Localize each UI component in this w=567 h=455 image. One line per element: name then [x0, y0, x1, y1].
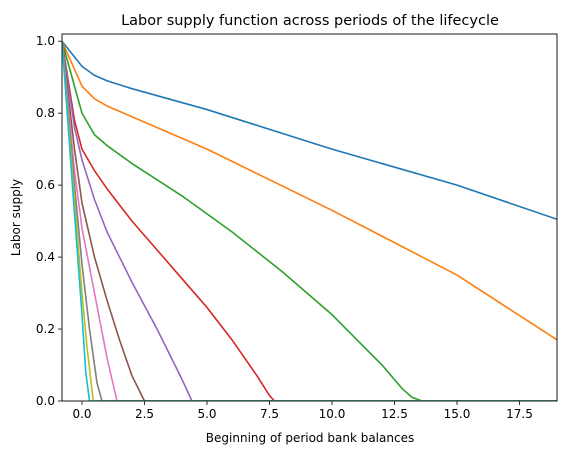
series-line-5	[62, 41, 557, 401]
series-line-10	[62, 41, 557, 401]
x-tick-label: 12.5	[381, 407, 408, 421]
y-tick-label: 0.4	[36, 250, 55, 264]
y-tick-label: 0.2	[36, 322, 55, 336]
y-tick-label: 1.0	[36, 34, 55, 48]
x-tick-label: 5.0	[197, 407, 216, 421]
x-tick-label: 17.5	[506, 407, 533, 421]
series-line-7	[62, 41, 557, 401]
y-tick-label: 0.8	[36, 106, 55, 120]
series-line-2	[62, 40, 557, 341]
x-tick-label: 7.5	[260, 407, 279, 421]
plot-area	[62, 40, 557, 401]
series-line-4	[62, 41, 557, 401]
series-line-6	[62, 41, 557, 401]
x-tick-label: 0.0	[72, 407, 91, 421]
x-tick-label: 10.0	[319, 407, 346, 421]
y-axis-label: Labor supply	[9, 179, 23, 256]
chart-title: Labor supply function across periods of …	[121, 13, 499, 29]
series-line-3	[62, 40, 557, 401]
x-tick-label: 15.0	[444, 407, 471, 421]
y-axis: 0.0 0.2 0.4 0.6 0.8 1.0	[36, 34, 62, 408]
y-tick-label: 0.0	[36, 394, 55, 408]
x-axis: 0.0 2.5 5.0 7.5 10.0 12.5 15.0 17.5	[72, 401, 533, 421]
plot-frame	[61, 33, 558, 402]
x-tick-label: 2.5	[135, 407, 154, 421]
series-line-8	[62, 41, 557, 401]
x-axis-label: Beginning of period bank balances	[206, 431, 414, 445]
y-tick-label: 0.6	[36, 178, 55, 192]
series-line-9	[62, 41, 557, 401]
series-line-1	[62, 40, 557, 221]
